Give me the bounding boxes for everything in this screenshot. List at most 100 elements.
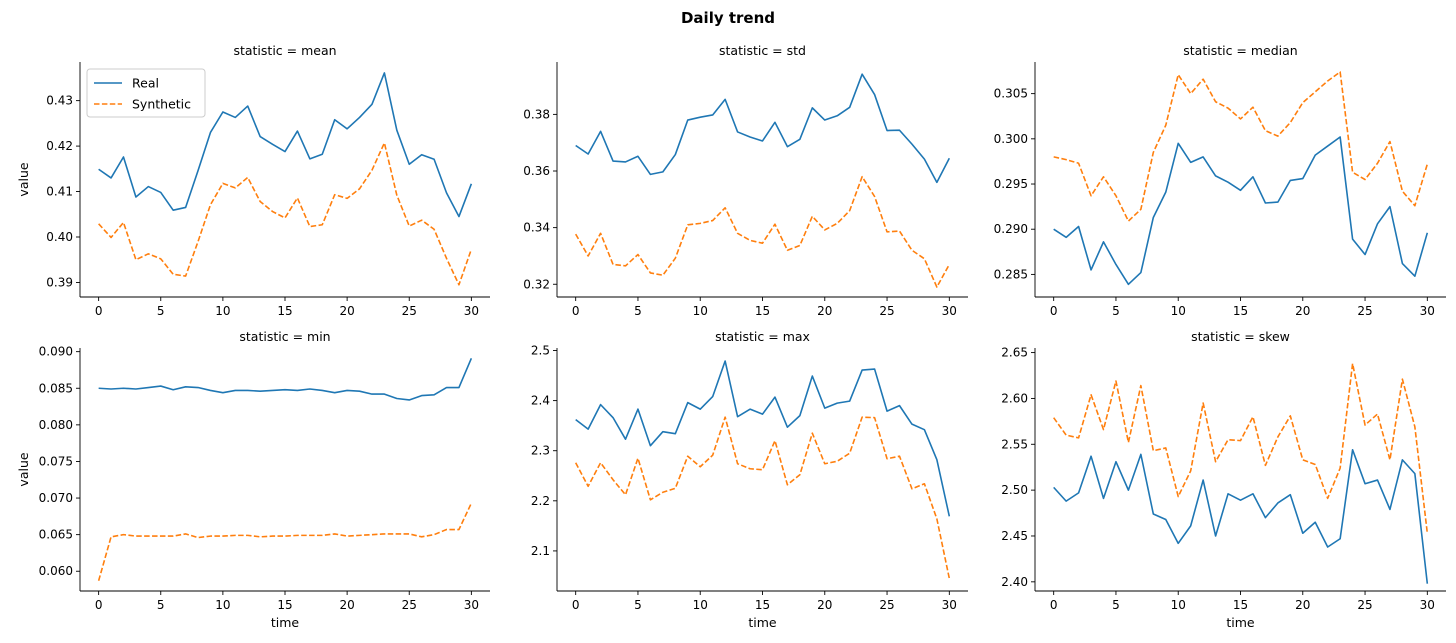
x-tick-label: 15 bbox=[1233, 598, 1248, 612]
x-tick-label: 30 bbox=[942, 304, 957, 318]
x-tick-label: 30 bbox=[942, 598, 957, 612]
y-tick-label: 0.43 bbox=[46, 94, 73, 108]
x-tick-label: 0 bbox=[572, 304, 580, 318]
panel-skew: statistic = skew 0 5 10 15 20 25 30 2.40 2.45 2.50… bbox=[1001, 329, 1446, 630]
panel-min: statistic = min 0 5 10 15 20 25 30 0.060 0.065 0.0… bbox=[16, 329, 490, 630]
y-tick-label: 0.300 bbox=[994, 132, 1028, 146]
x-axis-label: time bbox=[748, 615, 777, 630]
x-tick-label: 20 bbox=[339, 304, 354, 318]
x-tick-label: 30 bbox=[1420, 598, 1435, 612]
y-tick-label: 2.40 bbox=[1001, 575, 1028, 589]
series-line-synthetic bbox=[1053, 362, 1429, 534]
y-axis-label: value bbox=[16, 162, 31, 196]
y-tick-label: 0.36 bbox=[523, 164, 550, 178]
legend: Real Synthetic bbox=[86, 68, 206, 118]
x-axis-label: time bbox=[1226, 615, 1255, 630]
panel-title: statistic = skew bbox=[1191, 329, 1290, 344]
x-tick-label: 25 bbox=[1357, 598, 1372, 612]
y-tick-label: 0.40 bbox=[46, 230, 73, 244]
series-line-real bbox=[1053, 136, 1429, 286]
y-tick-label: 0.38 bbox=[523, 107, 550, 121]
y-tick-label: 2.55 bbox=[1001, 437, 1028, 451]
x-tick-label: 10 bbox=[693, 304, 708, 318]
y-tick-label: 2.1 bbox=[531, 544, 550, 558]
x-tick-label: 5 bbox=[634, 304, 642, 318]
series-line-synthetic bbox=[574, 416, 951, 579]
panel-title: statistic = mean bbox=[233, 43, 336, 58]
x-tick-label: 15 bbox=[755, 598, 770, 612]
y-tick-label: 0.070 bbox=[39, 491, 73, 505]
panel-title: statistic = max bbox=[715, 329, 810, 344]
y-tick-label: 2.60 bbox=[1001, 391, 1028, 405]
x-tick-label: 15 bbox=[755, 304, 770, 318]
x-tick-label: 30 bbox=[464, 598, 479, 612]
series-line-synthetic bbox=[98, 142, 473, 286]
x-tick-label: 20 bbox=[1295, 598, 1310, 612]
x-tick-label: 15 bbox=[277, 598, 292, 612]
series-line-real bbox=[575, 73, 951, 184]
y-tick-label: 0.075 bbox=[39, 454, 73, 468]
x-tick-label: 0 bbox=[1050, 598, 1058, 612]
series-line-synthetic bbox=[97, 502, 473, 581]
x-tick-label: 10 bbox=[215, 304, 230, 318]
x-tick-label: 0 bbox=[95, 304, 103, 318]
y-tick-label: 2.3 bbox=[531, 444, 550, 458]
x-tick-label: 20 bbox=[817, 304, 832, 318]
panel-title: statistic = median bbox=[1183, 43, 1297, 58]
x-tick-label: 10 bbox=[693, 598, 708, 612]
y-tick-label: 2.45 bbox=[1001, 529, 1028, 543]
x-tick-label: 5 bbox=[634, 598, 642, 612]
y-tick-label: 0.065 bbox=[39, 528, 73, 542]
series-line-real bbox=[98, 357, 473, 401]
x-tick-label: 0 bbox=[1050, 304, 1058, 318]
series-line-real bbox=[98, 72, 473, 218]
panel-std: statistic = std 0 5 10 15 20 25 30 0.32 0.34 0.36 0… bbox=[523, 43, 968, 318]
y-tick-label: 0.060 bbox=[39, 564, 73, 578]
series-line-synthetic bbox=[574, 175, 951, 288]
x-tick-label: 15 bbox=[1233, 304, 1248, 318]
x-tick-label: 10 bbox=[1171, 598, 1186, 612]
panel-mean: statistic = mean 0 5 10 15 20 25 30 0.39 0.40 0.41… bbox=[16, 43, 490, 318]
x-tick-label: 5 bbox=[157, 598, 165, 612]
legend-label-synthetic: Synthetic bbox=[132, 97, 191, 112]
x-tick-label: 10 bbox=[1171, 304, 1186, 318]
x-tick-label: 25 bbox=[1357, 304, 1372, 318]
figure-title: Daily trend bbox=[681, 9, 775, 27]
x-tick-label: 30 bbox=[464, 304, 479, 318]
y-tick-label: 0.42 bbox=[46, 139, 73, 153]
legend-label-real: Real bbox=[132, 76, 159, 91]
y-tick-label: 0.305 bbox=[994, 87, 1028, 101]
x-tick-label: 25 bbox=[402, 598, 417, 612]
x-tick-label: 5 bbox=[1112, 598, 1120, 612]
panel-max: statistic = max 0 5 10 15 20 25 30 2.1 2.2 2.3 2.4 2… bbox=[531, 329, 968, 630]
x-tick-label: 5 bbox=[1112, 304, 1120, 318]
y-tick-label: 0.285 bbox=[994, 267, 1028, 281]
y-tick-label: 0.090 bbox=[39, 345, 73, 359]
x-tick-label: 20 bbox=[817, 598, 832, 612]
y-tick-label: 2.5 bbox=[531, 344, 550, 358]
y-tick-label: 0.32 bbox=[523, 277, 550, 291]
y-tick-label: 2.65 bbox=[1001, 346, 1028, 360]
y-tick-label: 0.295 bbox=[994, 177, 1028, 191]
series-line-real bbox=[1053, 448, 1429, 584]
x-tick-label: 15 bbox=[277, 304, 292, 318]
series-line-real bbox=[575, 360, 951, 517]
panel-title: statistic = std bbox=[719, 43, 806, 58]
legend-frame bbox=[86, 68, 206, 118]
y-tick-label: 2.50 bbox=[1001, 483, 1028, 497]
x-tick-label: 0 bbox=[572, 598, 580, 612]
x-tick-label: 25 bbox=[879, 304, 894, 318]
y-tick-label: 0.290 bbox=[994, 222, 1028, 236]
y-tick-label: 0.080 bbox=[39, 418, 73, 432]
x-tick-label: 0 bbox=[95, 598, 103, 612]
y-tick-label: 0.34 bbox=[523, 221, 550, 235]
y-tick-label: 2.4 bbox=[531, 394, 550, 408]
x-tick-label: 10 bbox=[215, 598, 230, 612]
y-tick-label: 0.41 bbox=[46, 185, 73, 199]
x-tick-label: 20 bbox=[339, 598, 354, 612]
x-tick-label: 25 bbox=[879, 598, 894, 612]
y-axis-label: value bbox=[16, 452, 31, 486]
x-tick-label: 20 bbox=[1295, 304, 1310, 318]
x-tick-label: 30 bbox=[1420, 304, 1435, 318]
